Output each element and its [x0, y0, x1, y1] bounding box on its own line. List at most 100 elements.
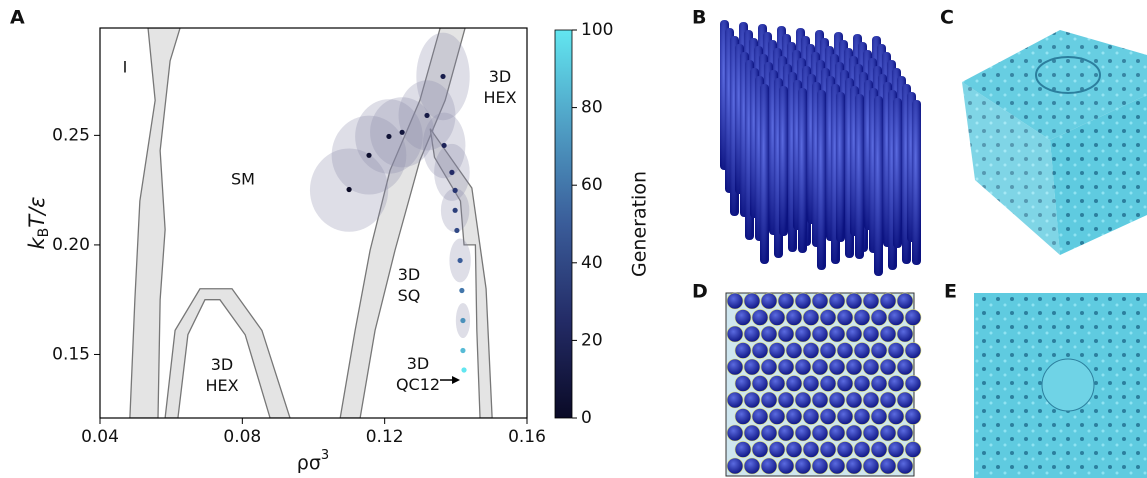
plot-area [129, 28, 493, 418]
ball [904, 408, 922, 425]
ball [785, 408, 803, 425]
phase-label: QC12 [396, 375, 440, 394]
ball [870, 342, 888, 359]
ball [836, 342, 854, 359]
rod [779, 86, 788, 236]
ball [802, 408, 820, 425]
phase-label: I [123, 58, 128, 77]
rod [760, 84, 769, 264]
ball [845, 457, 863, 475]
colorbar-tick-label: 0 [581, 408, 592, 428]
ball [819, 408, 837, 425]
ball [751, 375, 769, 392]
ball [904, 441, 922, 458]
ball [768, 408, 786, 425]
ball [734, 309, 752, 326]
ball [862, 457, 880, 475]
rod [912, 100, 921, 265]
ball [836, 375, 854, 392]
y-tick-label: 0.20 [52, 235, 90, 255]
colorbar-label: Generation [629, 171, 651, 277]
rod [836, 92, 845, 242]
ball [836, 441, 854, 458]
ball [743, 457, 761, 475]
ball [853, 441, 871, 458]
y-axis-label: kBT/ε [25, 196, 52, 249]
ball [768, 441, 786, 458]
ball [777, 424, 795, 442]
colorbar-tick-label: 40 [581, 253, 603, 273]
ball [836, 309, 854, 326]
ball [896, 457, 914, 475]
phase-label: HEX [483, 88, 516, 107]
ball [845, 325, 863, 343]
ball [862, 325, 880, 343]
ball [845, 358, 863, 376]
point [346, 186, 352, 193]
point [399, 129, 405, 135]
ball [870, 375, 888, 392]
point [460, 347, 466, 354]
ball [811, 391, 829, 409]
ball [879, 292, 897, 310]
ball [819, 375, 837, 392]
ball [862, 391, 880, 409]
point [459, 287, 465, 294]
ball [828, 457, 846, 475]
ball [777, 292, 795, 310]
ball [819, 441, 837, 458]
ball [811, 457, 829, 475]
ball [751, 309, 769, 326]
ball [726, 424, 744, 442]
ball [887, 375, 905, 392]
y-tick-label: 0.25 [52, 125, 90, 145]
ball [904, 375, 922, 392]
ball [879, 325, 897, 343]
ball [853, 375, 871, 392]
point [386, 133, 392, 140]
x-tick-label: 0.16 [508, 427, 546, 447]
ball [768, 375, 786, 392]
phase-label: 3D [398, 265, 421, 284]
ball [768, 342, 786, 359]
ball [794, 358, 812, 376]
ball [760, 292, 778, 310]
point [440, 73, 446, 80]
point [366, 152, 372, 158]
x-label-main: ρσ [297, 452, 321, 474]
ball [870, 309, 888, 326]
ball [887, 342, 905, 359]
y-label-rest: T/ε [25, 196, 49, 227]
x-axis-label: ρσ3 [297, 448, 329, 474]
ball [887, 441, 905, 458]
ball [794, 424, 812, 442]
ball [879, 391, 897, 409]
ball [845, 391, 863, 409]
ball [768, 309, 786, 326]
y-tick-label: 0.15 [52, 344, 90, 364]
point [452, 207, 458, 213]
phase-label: SQ [398, 286, 421, 305]
ball [887, 309, 905, 326]
ball [743, 325, 761, 343]
ball [751, 342, 769, 359]
ball [794, 391, 812, 409]
ball [794, 457, 812, 475]
y-label-main: k [25, 237, 49, 250]
ball [760, 391, 778, 409]
ball [879, 358, 897, 376]
panel-letter: A [10, 7, 25, 29]
point [452, 187, 458, 193]
ball [853, 408, 871, 425]
ball [904, 342, 922, 359]
rod [798, 88, 807, 253]
panel-letter: D [692, 281, 708, 303]
ball [811, 292, 829, 310]
ball [862, 424, 880, 442]
colorbar-tick-label: 60 [581, 175, 603, 195]
colorbar [554, 29, 573, 419]
ball [879, 424, 897, 442]
ball [853, 342, 871, 359]
ball [879, 457, 897, 475]
